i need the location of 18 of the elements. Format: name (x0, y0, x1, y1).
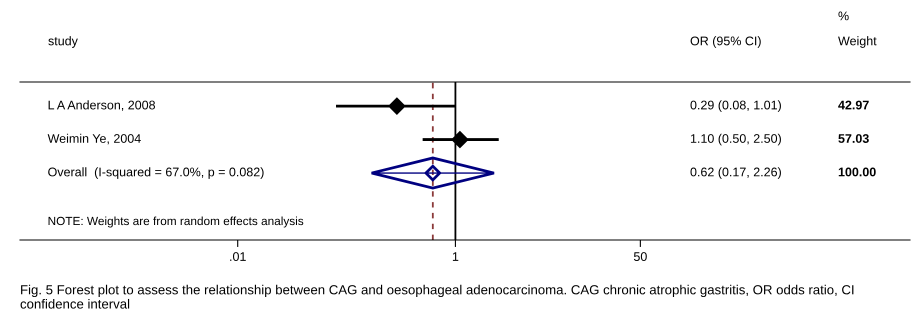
x-tick-label: .01 (230, 252, 246, 261)
x-tick-label: 1 (452, 252, 458, 261)
annotation: 0.29 (0.08, 1.01) (690, 100, 781, 112)
caption: Fig. 5 Forest plot to assess the relationship between CAG and oesophageal adenocarcinoma. CAG chronic atrophic gastritis, OR odds ratio, CI confidence interval (20, 284, 854, 309)
text: NOTE: Weights are from random effects analysis (48, 216, 304, 228)
y-tick-label: Overall (I-squared = 67.0%, p = 0.082) (48, 167, 264, 179)
annotation: 1.10 (0.50, 2.50) (690, 134, 781, 146)
text: Weight (838, 36, 877, 48)
y-tick-label: L A Anderson, 2008 (48, 100, 156, 111)
text: study (48, 36, 78, 48)
x-tick-label: 50 (634, 252, 647, 261)
text: % (838, 12, 849, 20)
annotation: 42.97 (838, 100, 869, 110)
y-tick-label: Weimin Ye, 2004 (48, 134, 141, 144)
annotation: 0.62 (0.17, 2.26) (690, 167, 781, 179)
annotation: 100.00 (838, 168, 876, 176)
annotation: 57.03 (838, 134, 869, 143)
text: OR (95% CI) (690, 36, 761, 48)
